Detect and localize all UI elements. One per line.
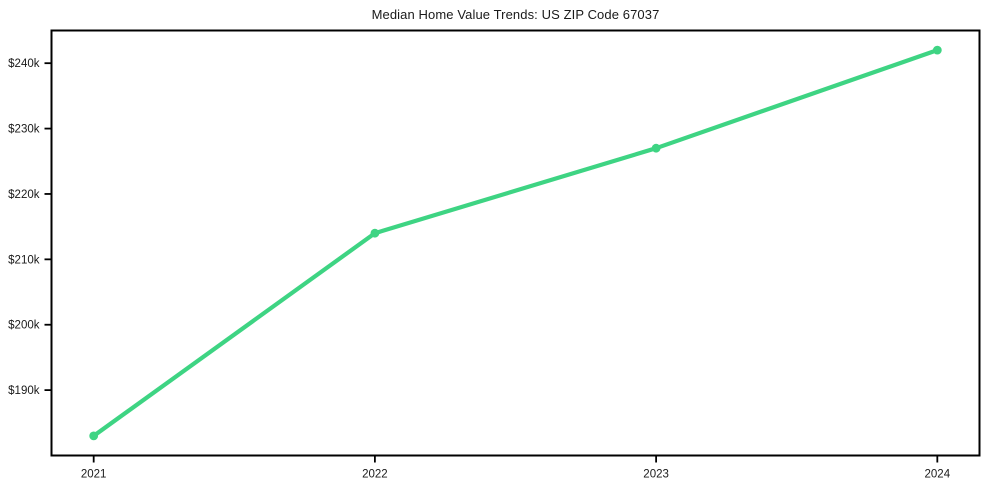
trend-line (91, 48, 940, 438)
x-tick-label: 2021 (81, 469, 107, 481)
chart-title: Median Home Value Trends: US ZIP Code 67… (371, 7, 660, 22)
y-tick-label: $210k (8, 254, 40, 266)
y-tick-label: $200k (8, 320, 40, 332)
y-tick-label: $230k (8, 124, 40, 136)
y-tick-label: $190k (8, 385, 40, 397)
data-point-marker (932, 45, 942, 55)
x-tick-label: 2024 (925, 469, 951, 481)
y-tick-label: $220k (8, 189, 40, 201)
x-tick-label: 2022 (362, 469, 388, 481)
y-tick-label: $240k (8, 58, 40, 70)
plot-border (50, 29, 981, 457)
data-point-marker (370, 228, 380, 238)
x-tick-label: 2023 (643, 469, 669, 481)
data-point-marker (89, 431, 99, 441)
data-point-marker (651, 143, 661, 153)
